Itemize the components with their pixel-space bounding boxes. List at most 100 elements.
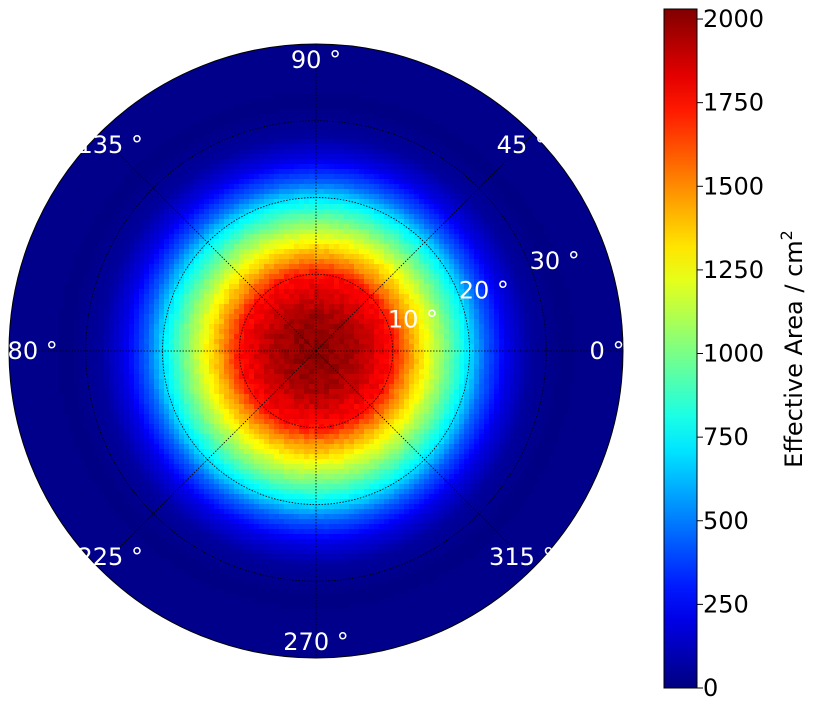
heatmap-cell (154, 274, 160, 280)
heatmap-cell (419, 319, 425, 325)
heatmap-cell (394, 289, 400, 295)
heatmap-cell (199, 374, 205, 380)
heatmap-cell (499, 254, 505, 260)
heatmap-cell (274, 139, 280, 145)
heatmap-cell (359, 319, 365, 325)
heatmap-cell (399, 164, 405, 170)
heatmap-cell (194, 304, 200, 310)
heatmap-cell (429, 154, 435, 160)
heatmap-cell (149, 164, 155, 170)
heatmap-cell (319, 254, 325, 260)
heatmap-cell (209, 134, 215, 140)
heatmap-cell (159, 304, 165, 310)
heatmap-cell (154, 359, 160, 365)
heatmap-cell (414, 179, 420, 185)
heatmap-cell (264, 364, 270, 370)
heatmap-cell (199, 149, 205, 155)
heatmap-cell (174, 374, 180, 380)
heatmap-cell (559, 319, 565, 325)
heatmap-cell (204, 379, 210, 385)
heatmap-cell (349, 94, 355, 100)
heatmap-cell (499, 244, 505, 250)
heatmap-cell (339, 319, 345, 325)
heatmap-cell (314, 219, 320, 225)
heatmap-cell (114, 244, 120, 250)
heatmap-cell (354, 109, 360, 115)
heatmap-cell (84, 354, 90, 360)
heatmap-cell (154, 264, 160, 270)
heatmap-cell (414, 164, 420, 170)
heatmap-cell (199, 304, 205, 310)
heatmap-cell (324, 139, 330, 145)
heatmap-cell (144, 214, 150, 220)
heatmap-cell (99, 314, 105, 320)
heatmap-cell (284, 269, 290, 275)
heatmap-cell (249, 364, 255, 370)
heatmap-cell (519, 374, 525, 380)
heatmap-cell (179, 244, 185, 250)
heatmap-cell (339, 199, 345, 205)
heatmap-cell (144, 389, 150, 395)
heatmap-cell (234, 224, 240, 230)
heatmap-cell (224, 134, 230, 140)
heatmap-cell (279, 109, 285, 115)
heatmap-cell (539, 324, 545, 330)
heatmap-cell (149, 249, 155, 255)
heatmap-cell (319, 189, 325, 195)
heatmap-cell (464, 184, 470, 190)
heatmap-cell (154, 204, 160, 210)
heatmap-cell (274, 384, 280, 390)
heatmap-cell (404, 139, 410, 145)
heatmap-cell (494, 334, 500, 340)
heatmap-cell (254, 294, 260, 300)
heatmap-cell (364, 254, 370, 260)
heatmap-cell (204, 339, 210, 345)
heatmap-cell (399, 259, 405, 265)
heatmap-cell (169, 274, 175, 280)
heatmap-cell (229, 259, 235, 265)
heatmap-cell (434, 369, 440, 375)
heatmap-cell (379, 149, 385, 155)
heatmap-cell (489, 324, 495, 330)
heatmap-cell (549, 259, 555, 265)
heatmap-cell (269, 324, 275, 330)
heatmap-cell (219, 124, 225, 130)
heatmap-cell (84, 384, 90, 390)
heatmap-cell (174, 274, 180, 280)
heatmap-cell (114, 239, 120, 245)
heatmap-cell (139, 389, 145, 395)
heatmap-cell (324, 94, 330, 100)
heatmap-cell (214, 359, 220, 365)
heatmap-cell (174, 384, 180, 390)
heatmap-cell (264, 169, 270, 175)
heatmap-cell (164, 219, 170, 225)
heatmap-cell (174, 254, 180, 260)
heatmap-cell (149, 179, 155, 185)
heatmap-cell (449, 274, 455, 280)
heatmap-cell (484, 254, 490, 260)
heatmap-cell (239, 289, 245, 295)
heatmap-cell (514, 344, 520, 350)
heatmap-cell (479, 209, 485, 215)
heatmap-cell (339, 264, 345, 270)
heatmap-cell (164, 339, 170, 345)
heatmap-cell (414, 289, 420, 295)
heatmap-cell (344, 339, 350, 345)
heatmap-cell (319, 294, 325, 300)
heatmap-cell (264, 219, 270, 225)
heatmap-cell (149, 224, 155, 230)
heatmap-cell (384, 384, 390, 390)
heatmap-cell (314, 209, 320, 215)
heatmap-cell (354, 119, 360, 125)
heatmap-cell (159, 144, 165, 150)
heatmap-cell (529, 374, 535, 380)
heatmap-cell (209, 334, 215, 340)
heatmap-cell (539, 269, 545, 275)
heatmap-cell (374, 329, 380, 335)
heatmap-cell (424, 299, 430, 305)
heatmap-cell (529, 279, 535, 285)
heatmap-cell (244, 114, 250, 120)
heatmap-cell (69, 324, 75, 330)
heatmap-cell (449, 269, 455, 275)
heatmap-cell (304, 209, 310, 215)
